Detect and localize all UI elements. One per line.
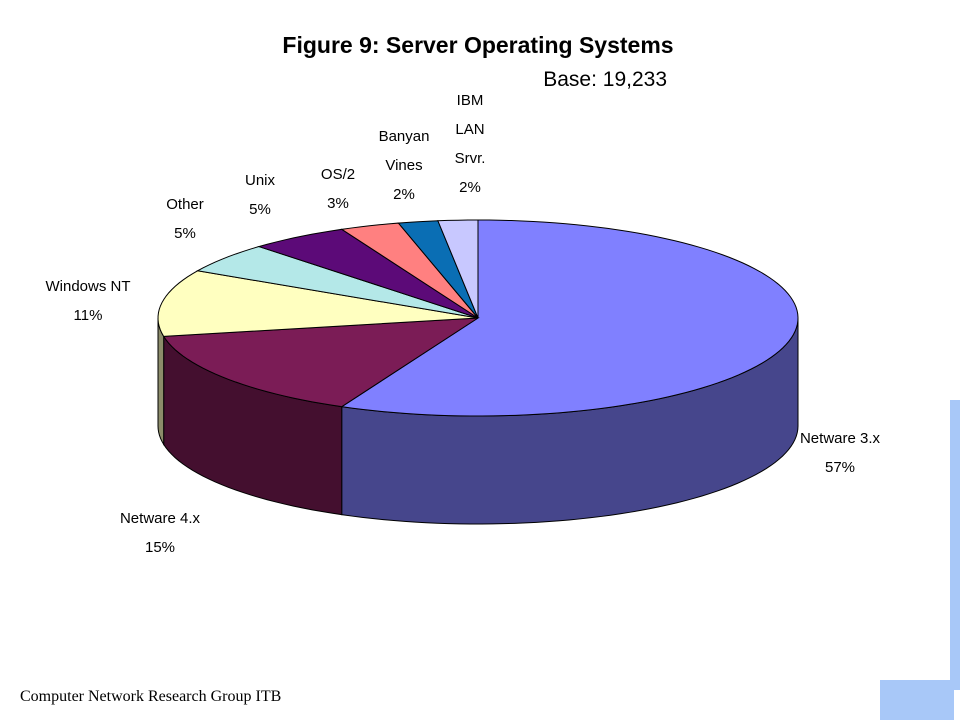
slice xyxy=(437,219,479,319)
slice-name: Other xyxy=(166,196,204,213)
slice-value: 57% xyxy=(824,459,856,476)
slice-value: 11% xyxy=(73,307,103,324)
slice xyxy=(196,246,479,319)
slice xyxy=(340,222,479,319)
slice xyxy=(340,219,799,417)
slice-name: Netware 4.x xyxy=(119,510,201,527)
slice-value: 5% xyxy=(249,201,271,218)
slice xyxy=(162,317,480,408)
slice-name: Banyan Vines xyxy=(378,128,430,174)
slice-label: IBM LAN Srvr. 2% xyxy=(448,86,492,202)
slice-value: 15% xyxy=(144,539,176,556)
slice-label: Netware 3.x 57% xyxy=(800,424,880,482)
slice-side xyxy=(157,317,165,447)
slice xyxy=(157,270,479,337)
slice xyxy=(257,228,479,319)
decoration xyxy=(950,400,960,690)
decoration xyxy=(880,680,954,720)
slice-name: Netware 3.x xyxy=(799,430,881,447)
slice-name: Unix xyxy=(244,172,276,189)
slice-name: Windows NT xyxy=(45,278,131,295)
slice-value: 2% xyxy=(393,186,415,203)
slice-value: 5% xyxy=(174,225,196,242)
slice-value: 2% xyxy=(459,179,481,196)
slice-name: OS/2 xyxy=(320,166,356,183)
slice-label: Unix 5% xyxy=(245,166,275,224)
slice-label: Banyan Vines 2% xyxy=(373,122,435,209)
slice-name: IBM LAN Srvr. xyxy=(454,92,486,167)
footer: Computer Network Research Group ITB xyxy=(20,688,282,705)
slice-label: OS/2 3% xyxy=(321,160,355,218)
chart-subtitle: Base: 19,233 xyxy=(543,68,667,91)
slice-value: 3% xyxy=(327,195,349,212)
slice-label: Windows NT 11% xyxy=(45,272,130,330)
slice-label: Other 5% xyxy=(166,190,204,248)
slice-label: Netware 4.x 15% xyxy=(120,504,200,562)
chart-title: Figure 9: Server Operating Systems xyxy=(282,32,674,58)
